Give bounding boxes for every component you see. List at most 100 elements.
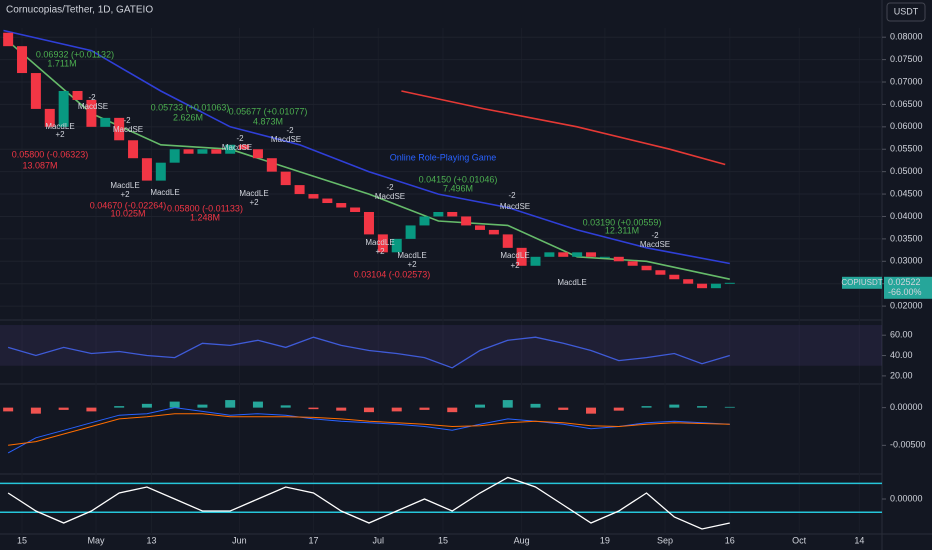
annotation: MacdLE [365,238,394,247]
histogram-bar [724,406,735,408]
y-tick-label: 0.08000 [890,32,923,42]
moving-average [401,90,726,166]
annotation: MacdLE [397,251,426,260]
histogram-bar [502,400,513,408]
histogram-bar [58,407,69,410]
candle [516,247,527,266]
histogram-bar [308,407,319,410]
annotation: 0.05800 (-0.01133) [167,203,243,213]
moving-average [3,29,730,265]
annotation: 0.04670 (-0.02264) [90,200,167,210]
candle [3,32,14,47]
x-tick-label: 15 [17,535,27,545]
candle [100,117,111,127]
annotation: Online Role-Playing Game [390,152,497,162]
candle [280,171,291,186]
histogram-bar [252,401,263,408]
annotation: +2 [249,198,259,207]
histogram-bar [3,407,14,412]
candle [363,211,374,235]
candle [391,238,402,253]
candle [697,283,708,289]
candle [447,211,458,217]
histogram-bar [474,404,485,408]
histogram-bar [141,403,152,408]
annotation: 0.04150 (+0.01046) [419,174,498,184]
candle [586,252,597,257]
currency-label: USDT [894,6,919,16]
candle [405,225,416,239]
annotation: 7.496M [443,183,473,193]
price-badge [884,276,932,299]
histogram-bar [530,403,541,408]
annotation: -2 [386,183,394,192]
annotation: MacdLE [239,189,268,198]
histogram-bar [86,407,97,412]
y-tick-label: 0.06500 [890,99,923,109]
candle [461,216,472,226]
histogram-bar [280,405,291,408]
annotation: 0.03104 (-0.02573) [354,269,431,279]
macd-line [7,407,730,454]
candle [86,99,97,127]
band [0,325,882,366]
annotation: 12.311M [605,225,639,235]
annotation: -2 [508,191,516,200]
x-tick-label: Sep [657,535,673,545]
currency-button[interactable] [886,2,926,22]
annotation: 2.626M [173,112,203,122]
y-tick-label: 0.06000 [890,121,923,131]
candle [322,198,333,204]
candle [336,203,347,208]
candle [239,144,250,150]
annotation: 1.711M [47,58,76,68]
y-tick-label: 0.04500 [890,188,923,198]
histogram-bar [586,407,597,414]
histogram-bar [391,407,402,412]
histogram-bar [336,407,347,411]
candle [17,46,28,74]
y-tick-label: 0.07000 [890,76,923,86]
y-tick-label: 60.00 [890,330,913,340]
x-tick-label: 13 [147,535,157,545]
histogram-bar [225,400,236,408]
candle [30,73,41,109]
x-tick-label: Jun [232,535,247,545]
candle [308,194,319,199]
candle [488,229,499,235]
x-tick-label: 17 [308,535,318,545]
x-tick-label: 14 [854,535,864,545]
candle [655,270,666,275]
candle [669,274,680,280]
annotation: 0.05800 (-0.06323) [12,149,89,159]
candle [724,282,735,284]
candle [599,256,610,258]
candle [572,252,583,257]
moving-average [2,36,730,280]
annotation: MacdSE [222,143,252,152]
y-tick-label: 0.00000 [890,402,923,412]
candle [252,149,263,159]
annotation: 0.05733 (+0.01063) [151,102,230,112]
annotation: +2 [375,247,385,256]
annotation: MacdSE [271,135,301,144]
annotation: MacdSE [640,240,670,249]
candle [44,108,55,127]
annotation: MacdLE [557,278,586,287]
candle [225,144,236,154]
candle [183,149,194,154]
candle [530,256,541,266]
annotation: MacdSE [375,192,405,201]
annotation: +2 [55,130,65,139]
candle [419,216,430,226]
annotation: 1.248M [190,212,220,222]
candle [544,252,555,257]
histogram-bar [363,407,374,413]
annotation: 13.087M [22,160,57,170]
histogram-bar [447,407,458,413]
symbol-label: COPIUSDT [841,278,882,287]
candle [72,90,83,100]
